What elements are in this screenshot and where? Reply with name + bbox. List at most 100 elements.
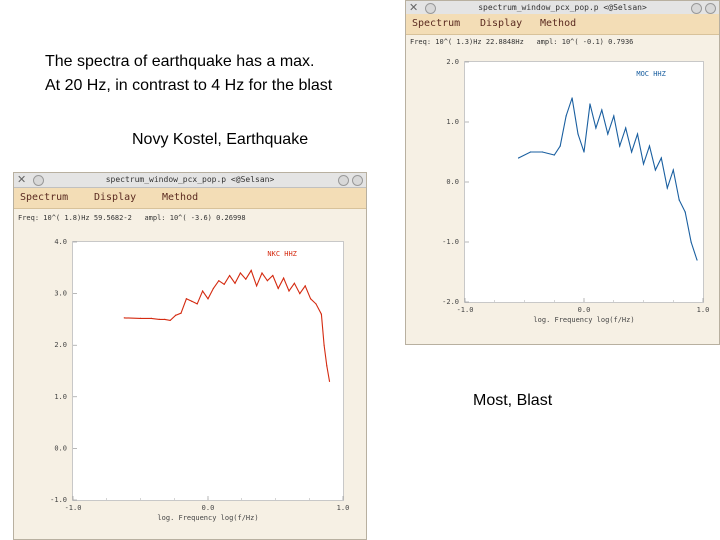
data-point: [696, 259, 698, 261]
data-point: [212, 287, 214, 290]
y-tick-label: -1.0: [50, 496, 67, 504]
caption-blast: Most, Blast: [473, 392, 553, 409]
data-point: [277, 287, 279, 290]
data-point: [517, 157, 520, 159]
data-point: [642, 163, 645, 165]
legend-entry: MOC HHZ: [636, 70, 666, 78]
x-tick-label: 0.0: [578, 306, 591, 314]
caption-line-1: The spectra of earthquake has a max.: [45, 53, 315, 70]
data-point: [293, 282, 295, 284]
menu-bar: Spectrum Display Method: [406, 14, 719, 35]
y-tick-label: 2.0: [54, 341, 67, 349]
data-point: [589, 103, 591, 105]
y-tick-label: 4.0: [54, 238, 67, 246]
menu-display[interactable]: Display: [480, 18, 523, 29]
menu-display[interactable]: Display: [94, 192, 137, 203]
data-point: [245, 278, 247, 280]
spectrum-plot-earthquake[interactable]: 4.0 3.0 2.0 1.0 0.0 -1.0 -1.0 0.0 1.0 log. Freque…: [50, 238, 349, 522]
data-point: [250, 269, 252, 271]
data-point: [123, 317, 125, 319]
y-tick-label: 1.0: [54, 393, 67, 401]
close-icon[interactable]: ✕: [409, 1, 419, 14]
readout-frequency: Freq: 10^( 1.8)Hz 59.5682-2: [18, 214, 132, 222]
window-title: spectrum_window_pcx_pop.p <@Selsan>: [105, 175, 275, 184]
data-point: [660, 157, 662, 159]
readout-frequency: Freq: 10^( 1.3)Hz 22.8848Hz: [410, 38, 524, 46]
data-point: [583, 151, 585, 153]
caption-earthquake: Novy Kostel, Earthquake: [132, 131, 309, 148]
window-title: spectrum_window_pcx_pop.p <@Selsan>: [478, 3, 647, 12]
window-titlebar[interactable]: ✕ spectrum_window_pcx_pop.p <@Selsan>: [14, 173, 366, 188]
y-tick-label: 0.0: [446, 178, 459, 186]
maximize-icon[interactable]: [352, 175, 363, 186]
data-point: [571, 97, 573, 99]
caption-line-2: At 20 Hz, in contrast to 4 Hz for the bl…: [45, 77, 333, 94]
x-tick-label: -1.0: [65, 504, 82, 512]
data-point: [223, 283, 225, 285]
data-point: [565, 115, 567, 117]
x-tick-label: 0.0: [202, 504, 215, 512]
menu-spectrum[interactable]: Spectrum: [412, 18, 461, 29]
spectrum-plot-blast[interactable]: 2.0 1.0 0.0 -1.0 -2.0 -1.0 0.0 1.0 log. Frequenc…: [442, 58, 709, 324]
legend-entry: NKC HHZ: [267, 250, 297, 258]
data-point: [139, 317, 142, 319]
menu-method[interactable]: Method: [540, 18, 577, 29]
x-axis-label: log. Frequency log(f/Hz): [157, 514, 258, 522]
data-point: [648, 145, 651, 147]
menu-method[interactable]: Method: [162, 192, 199, 203]
data-point: [607, 133, 609, 135]
data-point: [256, 285, 258, 287]
data-point: [266, 280, 268, 282]
data-point: [595, 127, 597, 129]
close-icon[interactable]: ✕: [17, 173, 27, 186]
spectrum-window-blast[interactable]: ✕ spectrum_window_pcx_pop.p <@Selsan> Sp…: [405, 0, 720, 345]
readout-line: Freq: 10^( 1.3)Hz 22.8848Hz ampl: 10^( -…: [410, 38, 633, 46]
data-point: [299, 293, 301, 295]
maximize-icon[interactable]: [705, 3, 716, 14]
y-tick-label: 3.0: [54, 290, 67, 298]
data-point: [684, 211, 686, 213]
data-point: [323, 344, 325, 346]
data-point: [150, 317, 152, 319]
data-point: [631, 151, 633, 153]
data-point: [326, 365, 328, 367]
data-point: [672, 169, 674, 171]
data-point: [613, 115, 615, 117]
data-point: [164, 318, 166, 320]
menu-dot-icon[interactable]: [425, 3, 436, 14]
y-tick-label: 0.0: [54, 444, 67, 452]
data-point: [180, 312, 182, 314]
data-point: [218, 280, 220, 282]
y-tick-label: 1.0: [446, 118, 459, 126]
data-point: [207, 298, 209, 300]
data-point: [636, 133, 639, 135]
series-line-moc-hhz: [518, 97, 698, 261]
data-point: [678, 199, 680, 201]
spectrum-window-earthquake[interactable]: ✕ spectrum_window_pcx_pop.p <@Selsan> Sp…: [13, 172, 367, 540]
data-point: [690, 241, 692, 243]
data-point: [304, 285, 306, 287]
readout-line: Freq: 10^( 1.8)Hz 59.5682-2 ampl: 10^( -…: [18, 214, 246, 222]
data-point: [272, 274, 274, 277]
data-point: [541, 151, 543, 153]
series-line-nkc-hhz: [124, 269, 331, 382]
data-point: [202, 290, 204, 292]
data-point: [619, 145, 621, 147]
menu-spectrum[interactable]: Spectrum: [20, 192, 69, 203]
data-point: [261, 272, 263, 274]
data-point: [559, 145, 561, 147]
data-point: [654, 169, 656, 171]
menu-dot-icon[interactable]: [33, 175, 44, 186]
data-point: [191, 300, 193, 302]
data-point: [158, 318, 160, 320]
x-tick-label: -1.0: [457, 306, 474, 314]
minimize-icon[interactable]: [338, 175, 349, 186]
data-point: [283, 277, 285, 279]
x-tick-label: 1.0: [697, 306, 710, 314]
data-point: [175, 314, 177, 316]
spectrum-chart-earthquake: 4.0 3.0 2.0 1.0 0.0 -1.0-1.0 0.0 1.0 log. Freque…: [50, 238, 349, 522]
data-point: [169, 319, 171, 322]
minimize-icon[interactable]: [691, 3, 702, 14]
y-tick-label: 2.0: [446, 58, 459, 66]
